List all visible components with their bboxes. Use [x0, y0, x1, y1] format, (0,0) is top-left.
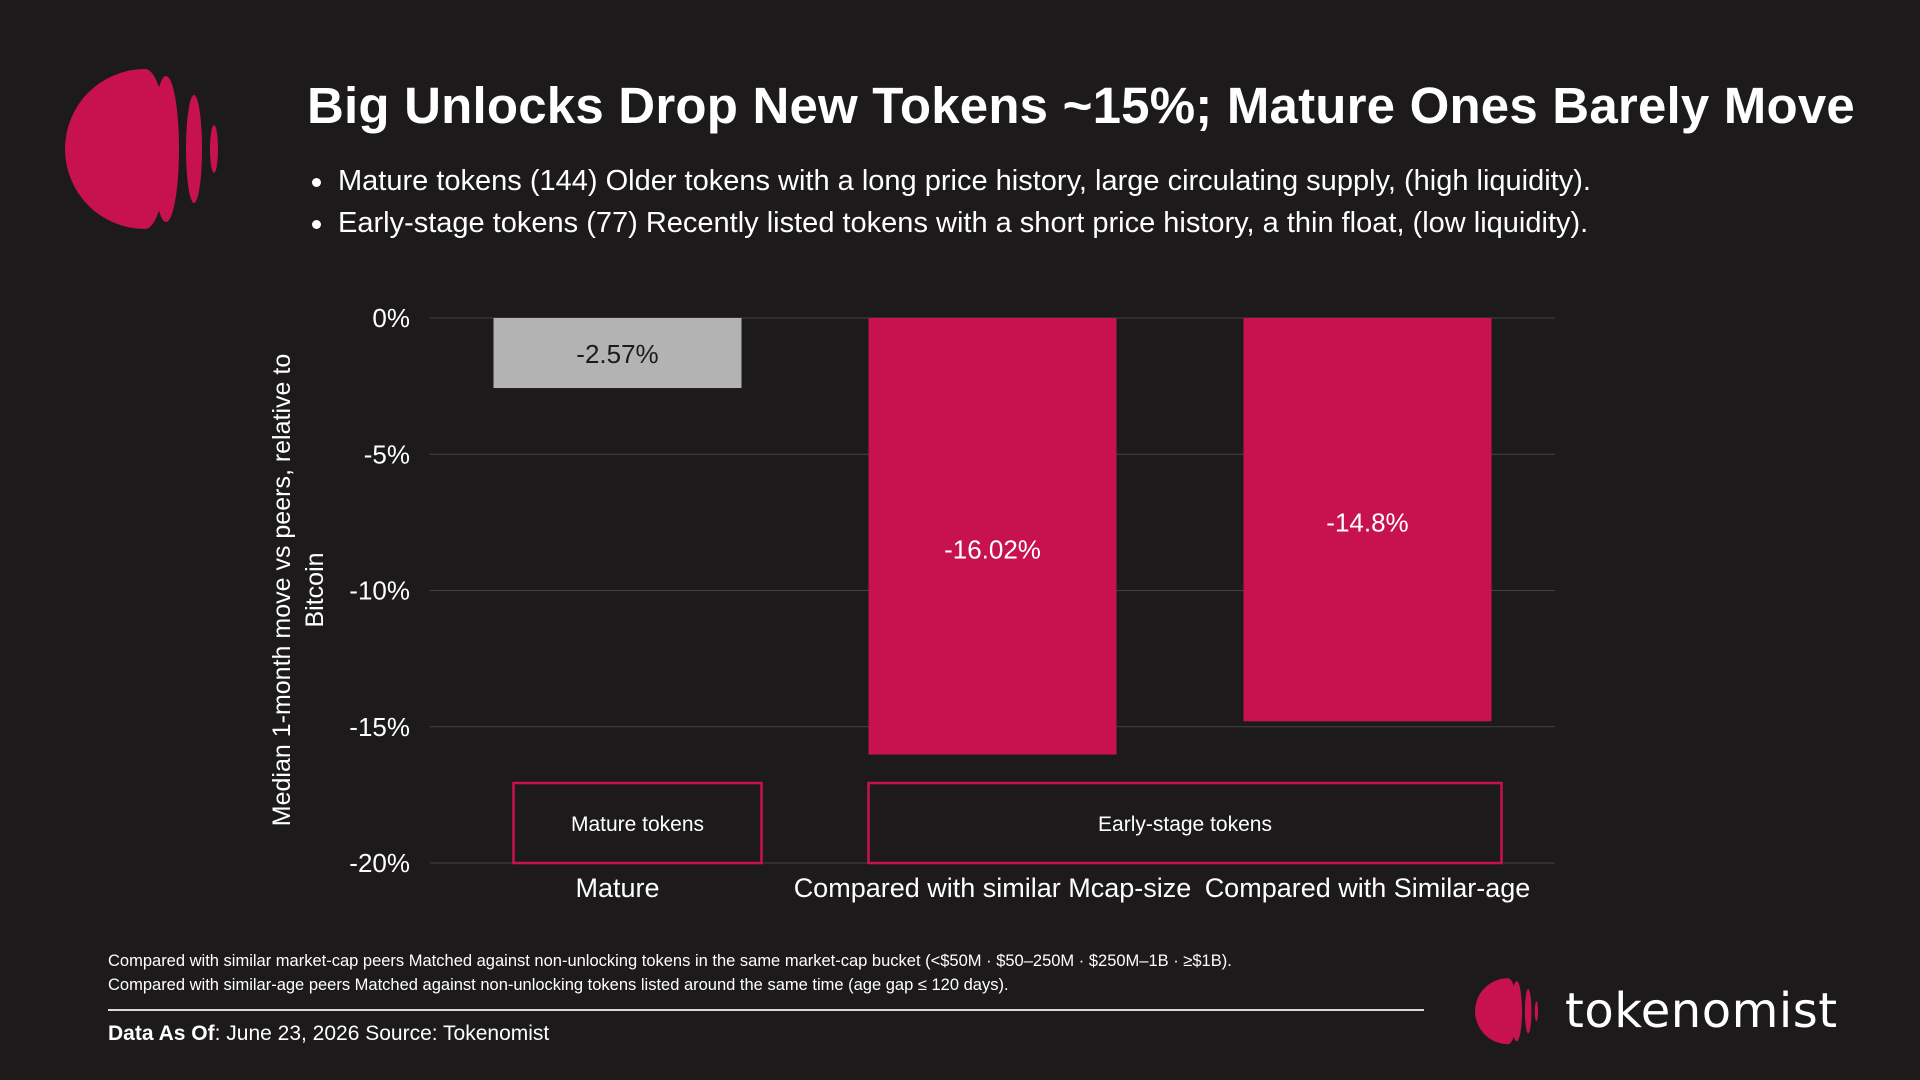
- group-box: [512, 781, 763, 865]
- brand-name: tokenomist: [1565, 983, 1838, 1039]
- group-label: Mature tokens: [571, 813, 704, 836]
- group-box: [867, 781, 1503, 865]
- x-tick-label: Compared with similar Mcap-size: [794, 873, 1192, 903]
- data-label: -14.8%: [1326, 508, 1408, 538]
- x-tick-label: Mature: [575, 873, 659, 903]
- footnote-mcap: Compared with similar market-cap peers M…: [108, 952, 1232, 970]
- data-label: -2.57%: [576, 339, 658, 369]
- tokenomist-logo-icon: [1475, 978, 1539, 1045]
- page-title: Big Unlocks Drop New Tokens ~15%; Mature…: [307, 77, 1855, 134]
- source-line: Data As Of: June 23, 2026 Source: Tokeno…: [108, 1022, 549, 1046]
- brand-logo: tokenomist: [1473, 975, 1838, 1047]
- y-tick-label: -20%: [349, 848, 410, 878]
- data-as-of-value: : June 23, 2026 Source: Tokenomist: [214, 1022, 550, 1045]
- y-tick-label: 0%: [372, 303, 410, 333]
- bar: [868, 318, 1117, 755]
- bar-chart: Mature tokens Early-stage tokens 0% -5% -10…: [268, 303, 1555, 903]
- data-as-of-label: Data As Of: [108, 1022, 215, 1045]
- data-label: -16.02%: [944, 534, 1041, 564]
- group-label: Early-stage tokens: [1098, 813, 1272, 836]
- bullet-early-stage: Early-stage tokens (77) Recently listed …: [310, 202, 1591, 244]
- footnotes: Compared with similar market-cap peers M…: [108, 949, 1232, 997]
- x-tick-label: Compared with Similar-age: [1205, 873, 1531, 903]
- footnote-age: Compared with similar-age peers Matched …: [108, 976, 1009, 994]
- bar: [493, 318, 742, 389]
- tokenomist-logo-icon: [65, 69, 218, 229]
- description-list: Mature tokens (144) Older tokens with a …: [310, 160, 1591, 244]
- bar: [1243, 318, 1492, 722]
- y-axis-label: Median 1-month move vs peers, relative t…: [268, 354, 329, 826]
- y-tick-label: -10%: [349, 576, 410, 606]
- y-tick-label: -15%: [349, 712, 410, 742]
- y-tick-label: -5%: [364, 439, 410, 469]
- footer-divider: [108, 1009, 1424, 1011]
- bullet-mature: Mature tokens (144) Older tokens with a …: [310, 160, 1591, 202]
